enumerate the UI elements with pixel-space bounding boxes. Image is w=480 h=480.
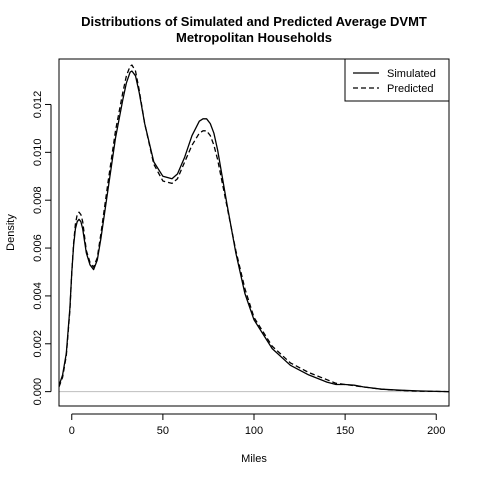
legend-label-predicted: Predicted	[387, 83, 433, 95]
x-tick-label: 0	[69, 425, 75, 437]
plot-frame	[58, 58, 450, 407]
x-tick-label: 150	[336, 425, 354, 437]
chart-title-line: Distributions of Simulated and Predicted…	[81, 14, 427, 29]
y-tick-label: 0.010	[32, 139, 44, 167]
x-tick-label: 200	[427, 425, 445, 437]
legend-box	[344, 58, 450, 102]
y-tick-label: 0.006	[32, 234, 44, 262]
x-axis: 0 50 100 150 200	[69, 413, 445, 437]
legend: Simulated Predicted	[344, 58, 450, 102]
legend-label-simulated: Simulated	[387, 68, 436, 80]
series-lines	[58, 64, 450, 393]
x-tick-label: 50	[157, 425, 169, 437]
y-tick-label: 0.002	[32, 330, 44, 358]
y-tick-label: 0.008	[32, 186, 44, 214]
series-line-predicted	[58, 64, 450, 393]
series-line-simulated	[58, 70, 450, 393]
y-tick-label: 0.004	[32, 282, 44, 310]
y-axis: 0.000 0.002 0.004 0.006 0.008 0.010 0.012	[32, 91, 52, 406]
chart-title: Distributions of Simulated and Predicted…	[81, 14, 427, 45]
y-tick-label: 0.000	[32, 378, 44, 406]
y-tick-label: 0.012	[32, 91, 44, 119]
x-tick-label: 100	[245, 425, 263, 437]
x-axis-label: Miles	[241, 453, 267, 465]
y-axis-label: Density	[5, 214, 17, 251]
chart-title-line: Metropolitan Households	[176, 30, 332, 45]
